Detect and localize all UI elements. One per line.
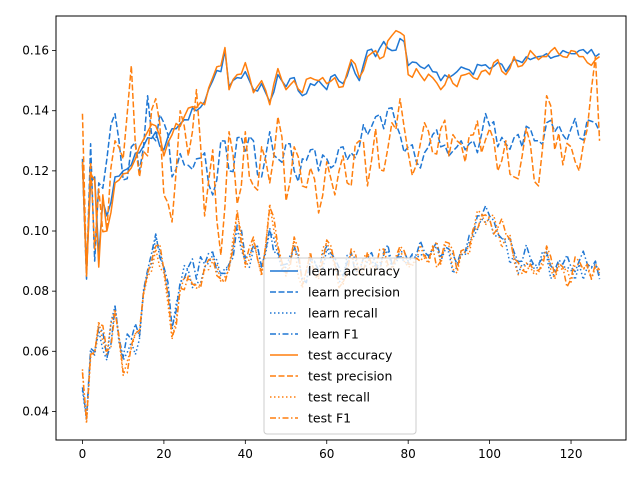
legend-label: learn F1 (308, 327, 359, 342)
x-tick-label: 0 (79, 447, 87, 461)
x-axis: 0 20 40 60 80 100 120 (79, 440, 583, 461)
x-tick-label: 100 (478, 447, 501, 461)
legend-label: learn accuracy (308, 264, 401, 279)
series-line-test-accuracy (81, 29, 600, 277)
legend-box (263, 257, 417, 435)
y-tick-label: 0.16 (22, 44, 49, 58)
legend-label: test precision (308, 369, 392, 384)
legend-label: learn precision (308, 285, 400, 300)
legend-label: test recall (308, 390, 370, 405)
y-tick-label: 0.04 (22, 404, 49, 418)
x-tick-label: 20 (156, 447, 171, 461)
legend-label: test accuracy (308, 348, 393, 363)
y-tick-label: 0.14 (22, 104, 49, 118)
x-tick-label: 40 (238, 447, 253, 461)
y-axis: 0.04 0.06 0.08 0.10 0.12 0.14 0.16 (22, 44, 56, 418)
y-tick-label: 0.10 (22, 224, 49, 238)
series-layer (81, 29, 601, 425)
legend-label: test F1 (308, 411, 351, 426)
series-line-learn-F1 (81, 205, 601, 419)
x-tick-label: 80 (401, 447, 416, 461)
legend-label: learn recall (308, 306, 378, 321)
x-tick-label: 60 (319, 447, 334, 461)
legend: learn accuracy learn precision learn recal… (263, 257, 417, 435)
axes-frame (55, 15, 627, 441)
series-line-test-precision (81, 55, 601, 274)
y-tick-label: 0.06 (22, 344, 49, 358)
y-tick-label: 0.12 (22, 164, 49, 178)
x-tick-label: 120 (560, 447, 583, 461)
y-tick-label: 0.08 (22, 284, 49, 298)
